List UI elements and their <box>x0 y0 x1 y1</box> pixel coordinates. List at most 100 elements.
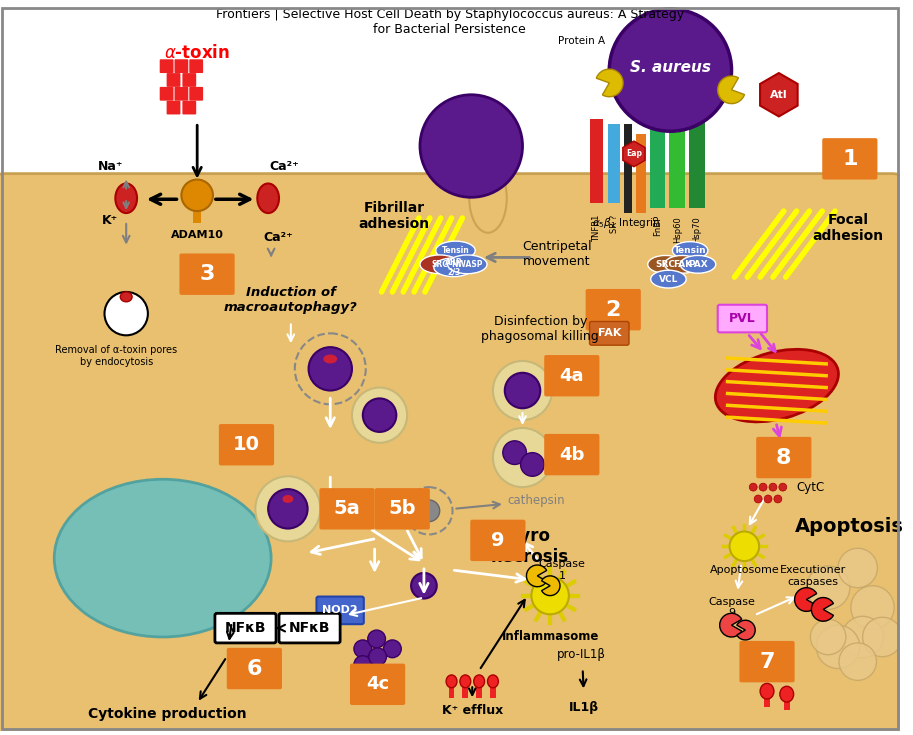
FancyBboxPatch shape <box>740 641 794 682</box>
Text: 4c: 4c <box>366 675 389 693</box>
Ellipse shape <box>115 184 137 213</box>
Text: Centripetal
movement: Centripetal movement <box>522 240 592 268</box>
Text: Cytokine production: Cytokine production <box>89 707 247 721</box>
Circle shape <box>104 292 148 335</box>
Circle shape <box>851 586 894 629</box>
Ellipse shape <box>420 255 459 273</box>
Circle shape <box>531 577 569 614</box>
Circle shape <box>759 483 767 491</box>
Text: PAX: PAX <box>688 260 708 269</box>
FancyBboxPatch shape <box>174 60 188 73</box>
Circle shape <box>754 495 762 503</box>
Bar <box>624 124 632 213</box>
FancyBboxPatch shape <box>166 101 181 115</box>
Ellipse shape <box>436 241 475 260</box>
Ellipse shape <box>672 242 708 259</box>
Ellipse shape <box>651 270 687 288</box>
Wedge shape <box>737 620 755 640</box>
Ellipse shape <box>665 256 700 273</box>
Ellipse shape <box>469 164 507 233</box>
Ellipse shape <box>257 184 279 213</box>
FancyBboxPatch shape <box>279 613 341 643</box>
Ellipse shape <box>488 675 498 688</box>
FancyBboxPatch shape <box>174 87 188 101</box>
Text: K⁺: K⁺ <box>102 215 119 227</box>
Text: SRC: SRC <box>431 260 448 269</box>
FancyBboxPatch shape <box>160 87 173 101</box>
FancyBboxPatch shape <box>756 437 812 478</box>
Circle shape <box>505 373 540 408</box>
FancyBboxPatch shape <box>215 613 276 643</box>
Circle shape <box>863 617 902 656</box>
Bar <box>635 135 645 213</box>
Wedge shape <box>596 69 623 97</box>
FancyBboxPatch shape <box>590 321 629 345</box>
Text: Ca²⁺: Ca²⁺ <box>269 160 299 173</box>
Text: IL1β: IL1β <box>569 701 599 714</box>
FancyBboxPatch shape <box>183 73 196 87</box>
Text: 5b: 5b <box>389 499 416 518</box>
Circle shape <box>354 656 372 673</box>
Bar <box>764 697 770 707</box>
Wedge shape <box>541 576 560 595</box>
Text: Frontiers | Selective Host Cell Death by Staphylococcus aureus: A Strategy
for B: Frontiers | Selective Host Cell Death by… <box>215 8 684 36</box>
Text: 1: 1 <box>842 149 857 169</box>
FancyBboxPatch shape <box>219 424 274 465</box>
Text: Disinfection by
phagosomal killing: Disinfection by phagosomal killing <box>481 315 599 343</box>
Circle shape <box>811 620 845 655</box>
Circle shape <box>309 347 352 390</box>
Bar <box>669 119 685 208</box>
Text: Executioner
caspases: Executioner caspases <box>781 565 846 587</box>
FancyBboxPatch shape <box>180 254 235 295</box>
Circle shape <box>609 9 731 132</box>
Text: Fibrillar
adhesion: Fibrillar adhesion <box>359 201 430 231</box>
Text: $\alpha_5\beta_1$ Integrin: $\alpha_5\beta_1$ Integrin <box>592 216 660 230</box>
FancyBboxPatch shape <box>189 60 203 73</box>
Bar <box>194 203 201 223</box>
FancyBboxPatch shape <box>350 664 405 705</box>
Circle shape <box>369 648 386 666</box>
Circle shape <box>520 453 544 476</box>
FancyBboxPatch shape <box>160 60 173 73</box>
Bar <box>448 686 455 698</box>
Bar <box>608 124 620 203</box>
FancyBboxPatch shape <box>470 520 526 561</box>
Bar <box>689 119 705 208</box>
FancyBboxPatch shape <box>183 101 196 115</box>
FancyBboxPatch shape <box>544 355 600 396</box>
Circle shape <box>368 630 385 648</box>
Ellipse shape <box>680 256 716 273</box>
Text: NOD2: NOD2 <box>322 606 358 615</box>
FancyBboxPatch shape <box>317 597 363 624</box>
Text: pro-IL1β: pro-IL1β <box>557 648 606 662</box>
Text: 8: 8 <box>776 448 792 467</box>
Text: Eap: Eap <box>626 149 642 159</box>
Ellipse shape <box>474 675 485 688</box>
Circle shape <box>182 179 213 211</box>
Circle shape <box>493 361 552 420</box>
Text: S. aureus: S. aureus <box>630 60 711 75</box>
Circle shape <box>503 441 527 465</box>
Text: K⁺ efflux: K⁺ efflux <box>442 704 503 717</box>
Text: PVL: PVL <box>729 312 756 325</box>
Wedge shape <box>719 613 741 637</box>
Ellipse shape <box>715 349 838 422</box>
Text: VCL: VCL <box>659 275 678 284</box>
Circle shape <box>816 625 860 669</box>
Ellipse shape <box>446 675 457 688</box>
Text: Apoptosome: Apoptosome <box>709 565 779 575</box>
Circle shape <box>354 640 372 658</box>
Text: 4b: 4b <box>559 445 584 464</box>
Circle shape <box>383 640 401 658</box>
Bar <box>462 686 468 698</box>
Ellipse shape <box>647 256 683 273</box>
Ellipse shape <box>761 684 774 699</box>
Text: NFκB: NFκB <box>225 621 267 635</box>
Text: FAK: FAK <box>598 329 621 338</box>
Wedge shape <box>812 598 834 621</box>
Text: 3: 3 <box>199 264 215 284</box>
Bar <box>783 700 790 710</box>
Text: 10: 10 <box>233 435 260 454</box>
Text: Induction of
macroautophagy?: Induction of macroautophagy? <box>224 286 358 314</box>
Text: Protein A: Protein A <box>558 35 605 46</box>
